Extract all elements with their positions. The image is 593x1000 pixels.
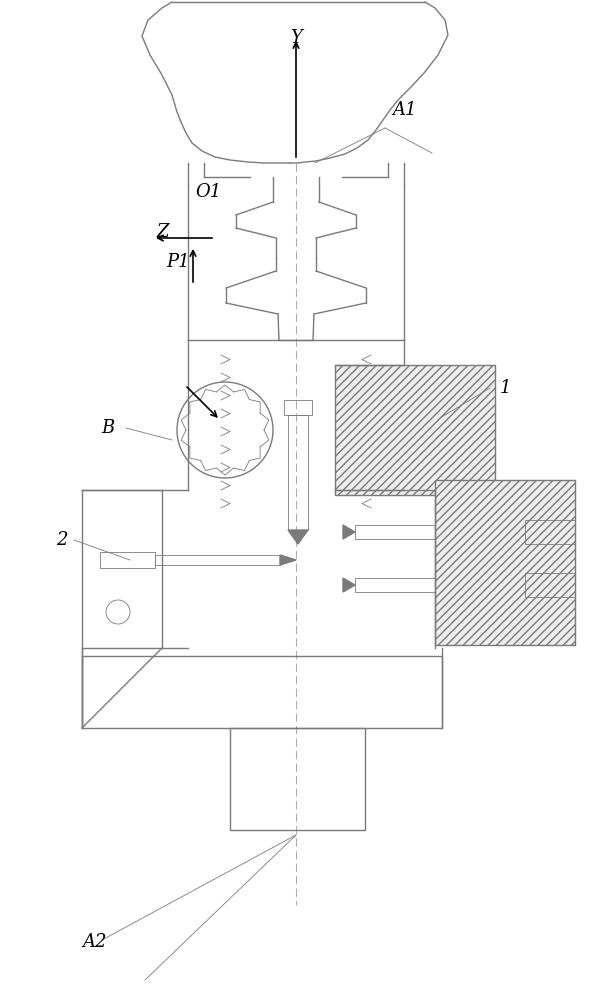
- Bar: [355, 525, 435, 539]
- Bar: [155, 555, 280, 565]
- Bar: [435, 480, 575, 645]
- Bar: [335, 365, 495, 495]
- Text: A2: A2: [83, 933, 107, 951]
- Bar: [525, 573, 575, 597]
- Bar: [100, 552, 155, 568]
- Bar: [288, 415, 308, 530]
- Text: B: B: [101, 419, 114, 437]
- Bar: [82, 656, 442, 728]
- Bar: [355, 578, 435, 592]
- Text: O1: O1: [195, 183, 221, 201]
- Polygon shape: [288, 530, 308, 544]
- Bar: [284, 400, 312, 415]
- Polygon shape: [343, 578, 355, 592]
- Text: Z: Z: [157, 223, 169, 241]
- Polygon shape: [343, 525, 355, 539]
- Polygon shape: [280, 555, 296, 565]
- Bar: [435, 480, 575, 645]
- Text: P1: P1: [166, 253, 190, 271]
- Bar: [525, 520, 575, 544]
- Text: 1: 1: [499, 379, 511, 397]
- Text: Y: Y: [290, 29, 302, 47]
- Bar: [335, 365, 495, 495]
- Text: 2: 2: [56, 531, 68, 549]
- Text: A1: A1: [393, 101, 417, 119]
- Bar: [230, 728, 365, 830]
